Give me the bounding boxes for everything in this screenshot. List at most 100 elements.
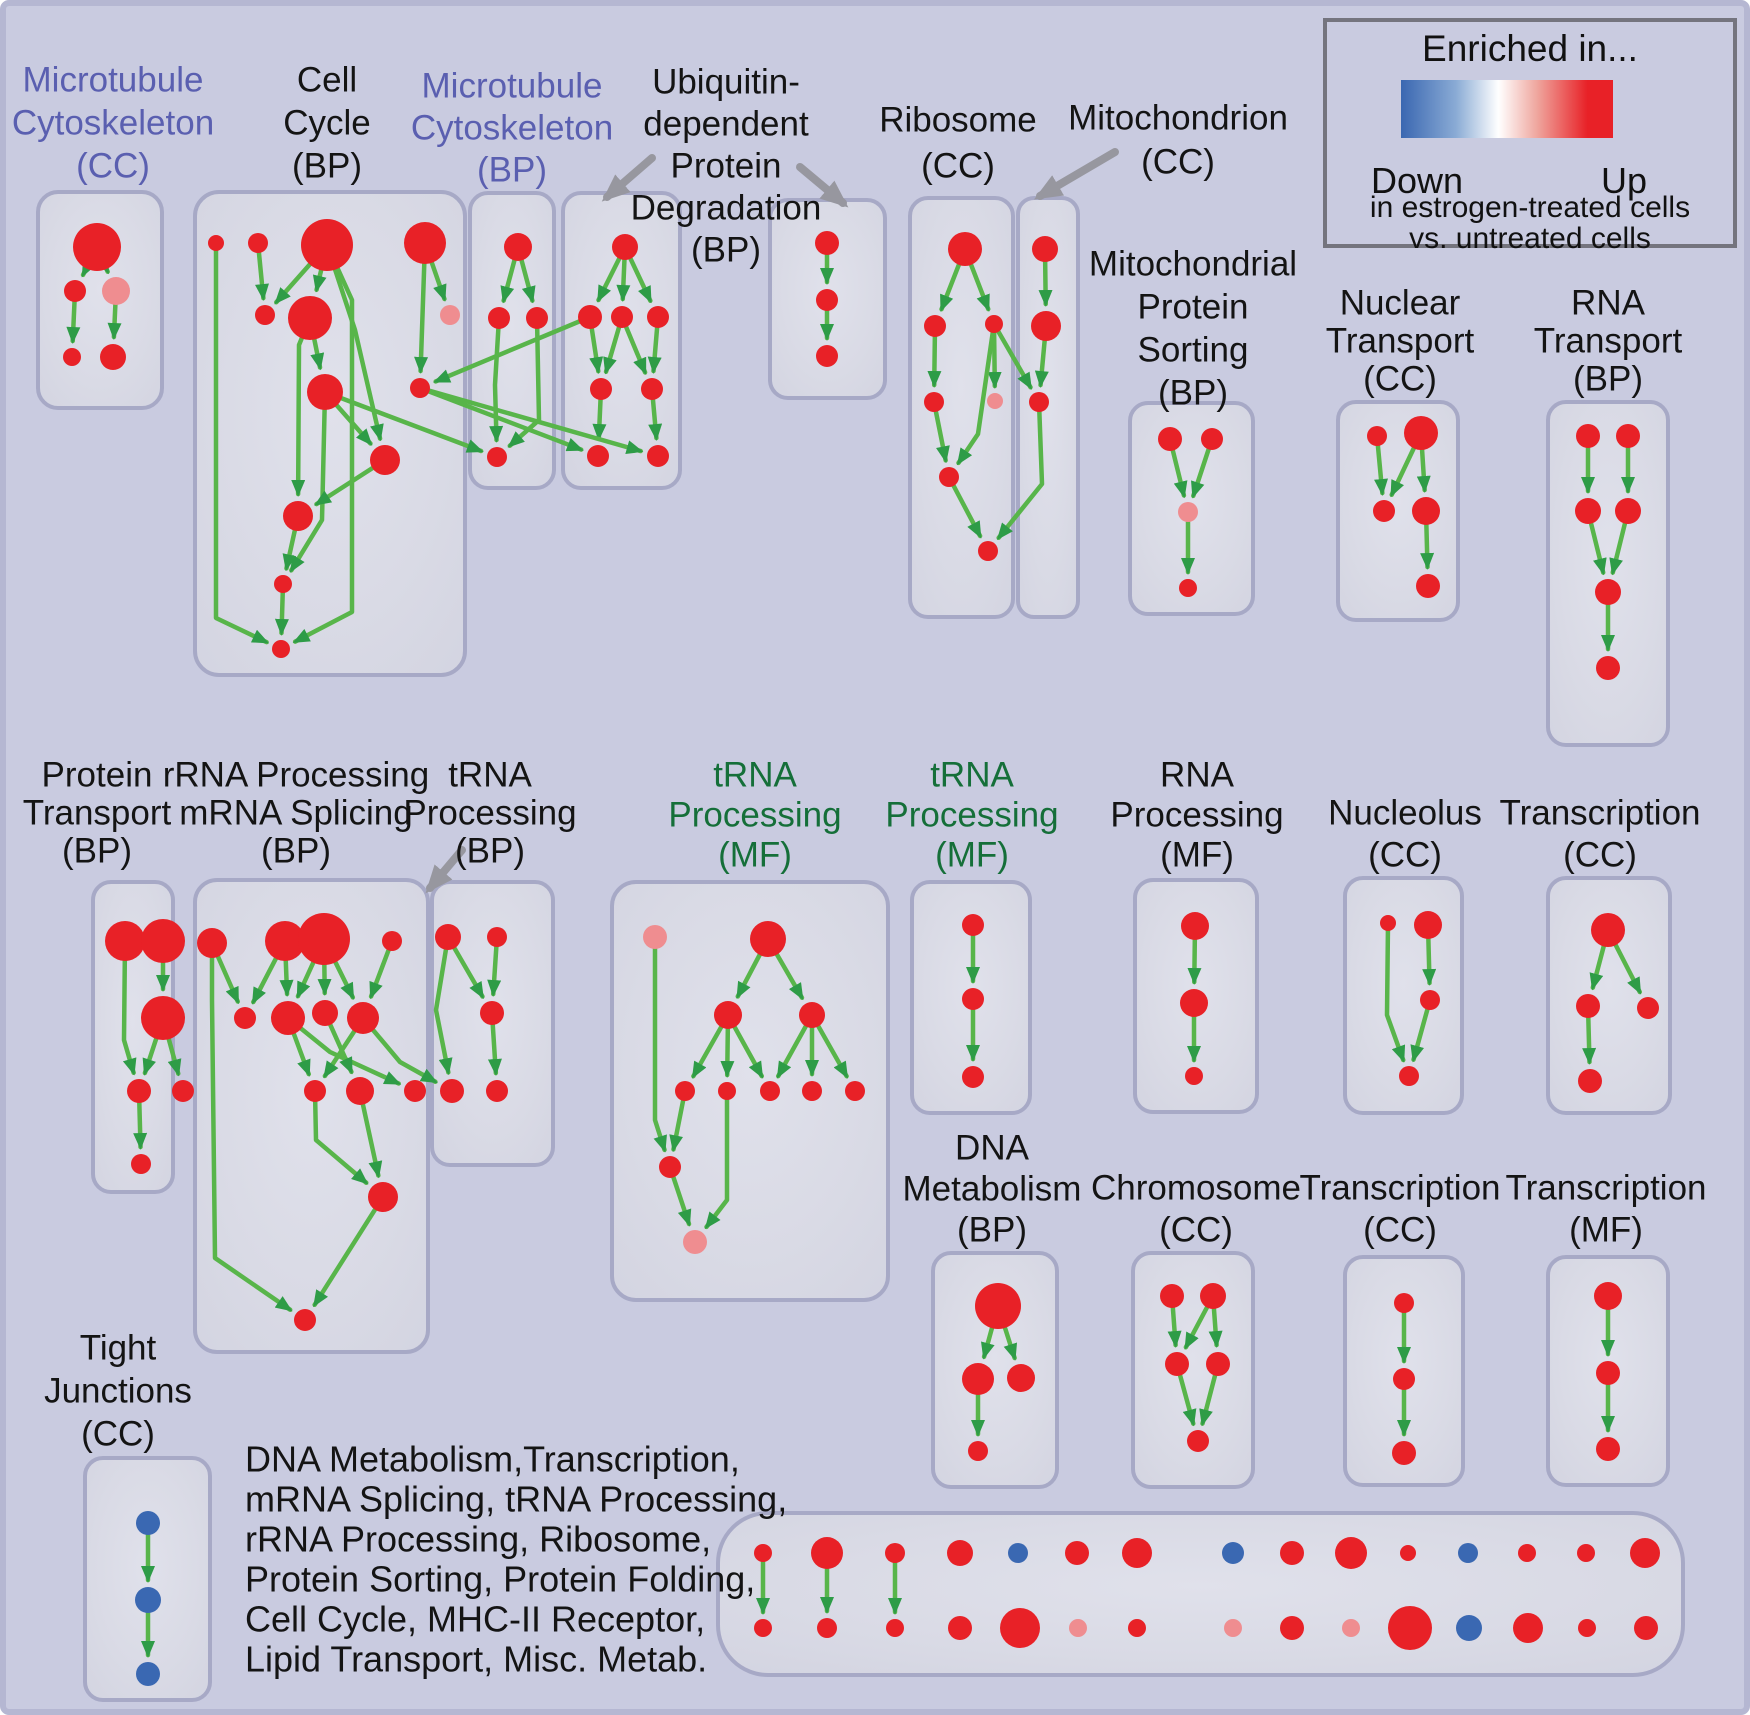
graph-edge <box>414 240 429 374</box>
group-label: (CC) <box>921 146 995 185</box>
go-term-node <box>272 640 290 658</box>
go-term-node <box>1373 500 1395 522</box>
go-term-node <box>1416 574 1440 598</box>
go-term-node <box>948 1616 972 1640</box>
group-label: rRNA Processing <box>163 755 429 794</box>
legend-gradient-bar <box>1401 80 1613 138</box>
go-term-node <box>274 575 292 593</box>
group-label: Sorting <box>1138 330 1249 369</box>
go-term-node <box>939 467 959 487</box>
group-label: tRNA <box>713 755 797 794</box>
group-label: (BP) <box>292 146 362 185</box>
go-term-node <box>526 307 548 329</box>
group-label: (MF) <box>718 835 792 874</box>
nodes-layer <box>63 219 1660 1686</box>
note-line: Protein Sorting, Protein Folding, <box>245 1559 755 1600</box>
group-label: (BP) <box>62 831 132 870</box>
go-term-node <box>1596 1437 1620 1461</box>
go-term-node <box>64 280 86 302</box>
go-term-node <box>1128 1619 1146 1637</box>
graph-cross-edge <box>996 399 1045 541</box>
group-label: dependent <box>643 104 809 143</box>
go-term-node <box>924 315 946 337</box>
legend-down-label: Down <box>1371 160 1464 201</box>
go-term-node <box>172 1080 194 1102</box>
go-term-node <box>197 928 227 958</box>
group-label: Processing <box>668 795 841 834</box>
group-label: Transport <box>23 793 172 832</box>
group-label: (BP) <box>455 831 525 870</box>
go-term-node <box>127 1079 151 1103</box>
group-label: Cell <box>297 60 357 99</box>
go-term-node <box>611 306 633 328</box>
note-line: rRNA Processing, Ribosome, <box>245 1519 711 1560</box>
go-term-node <box>136 1662 160 1686</box>
go-term-node <box>1032 236 1058 262</box>
go-term-node <box>817 1618 837 1638</box>
go-term-node <box>1513 1613 1543 1643</box>
group-label: (BP) <box>1573 359 1643 398</box>
group-label: Protein <box>42 755 153 794</box>
go-term-node <box>307 374 343 410</box>
go-term-node <box>802 1081 822 1101</box>
go-term-node <box>1400 1545 1416 1561</box>
go-term-node <box>265 921 305 961</box>
go-term-node <box>816 345 838 367</box>
go-term-node <box>714 1001 742 1029</box>
group-box-rnat <box>1546 400 1670 747</box>
go-term-node <box>1518 1544 1536 1562</box>
group-label: Processing <box>1110 795 1283 834</box>
group-label: Degradation <box>631 188 822 227</box>
go-term-node <box>102 277 130 305</box>
graph-edge <box>324 242 384 442</box>
go-term-node <box>760 1081 780 1101</box>
group-label: Processing <box>885 795 1058 834</box>
group-label: Tight <box>80 1328 157 1367</box>
graph-edge <box>433 934 453 1076</box>
go-term-node <box>815 231 839 255</box>
go-term-node <box>382 931 402 951</box>
go-term-node <box>845 1081 865 1101</box>
go-term-node <box>968 1441 988 1461</box>
group-label: (BP) <box>477 150 547 189</box>
go-term-node <box>1181 912 1209 940</box>
go-term-node <box>675 1081 695 1101</box>
go-term-node <box>504 233 532 261</box>
go-term-node <box>486 1080 508 1102</box>
go-term-node <box>1069 1619 1087 1637</box>
note-line: DNA Metabolism,Transcription, <box>245 1439 740 1480</box>
go-term-node <box>1578 1069 1602 1093</box>
go-term-node <box>248 233 268 253</box>
group-label: (MF) <box>935 835 1009 874</box>
go-term-node <box>1201 428 1223 450</box>
go-term-node <box>1206 1352 1230 1376</box>
go-term-node <box>208 235 224 251</box>
go-term-node <box>63 348 81 366</box>
graph-edge <box>312 1088 369 1185</box>
go-term-node <box>100 344 126 370</box>
go-term-node <box>985 315 1003 333</box>
group-label: (BP) <box>957 1210 1027 1249</box>
graph-edge <box>289 389 328 573</box>
group-label: Transcription <box>1500 793 1701 832</box>
go-term-node <box>1575 498 1601 524</box>
group-label: Mitochondrial <box>1089 244 1297 283</box>
go-term-node <box>718 1082 736 1100</box>
go-term-node <box>641 378 663 400</box>
go-term-node <box>1394 1293 1414 1313</box>
go-term-node <box>404 1080 426 1102</box>
group-label: Cytoskeleton <box>12 103 214 142</box>
go-term-node <box>141 919 185 963</box>
go-term-node <box>487 447 507 467</box>
go-term-node <box>1576 994 1600 1018</box>
go-term-node <box>1000 1608 1040 1648</box>
go-term-node <box>1280 1616 1304 1640</box>
go-term-node <box>590 378 612 400</box>
group-label: Cytoskeleton <box>411 108 613 147</box>
go-term-node <box>301 219 353 271</box>
group-label: (BP) <box>261 831 331 870</box>
go-term-node <box>1335 1537 1367 1569</box>
go-term-node <box>1185 1067 1203 1085</box>
go-term-node <box>73 223 121 271</box>
group-box-trcc1 <box>1546 876 1672 1115</box>
